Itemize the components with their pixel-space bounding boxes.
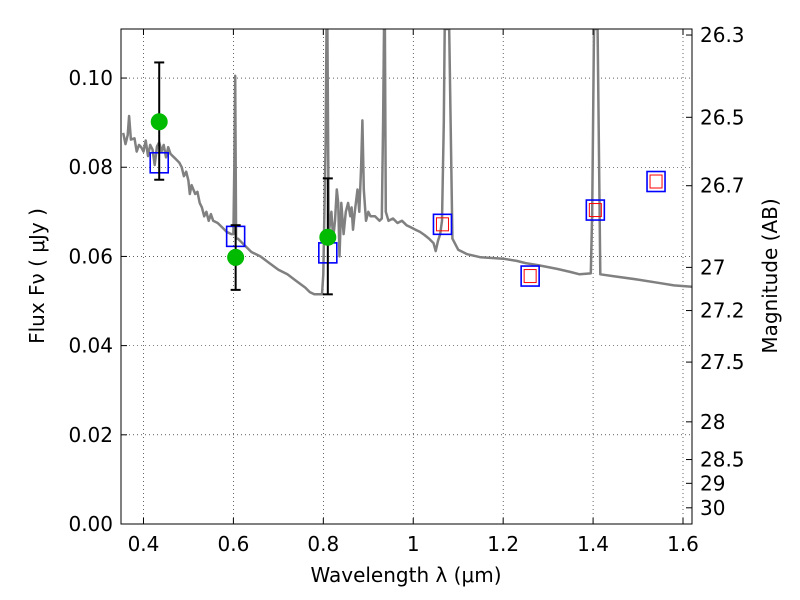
- y-tick-label: 0.06: [68, 244, 113, 268]
- mag-tick-label: 27.5: [700, 350, 745, 374]
- grid: [121, 29, 692, 524]
- plot-series: [121, 29, 692, 296]
- inner-marker-point: [523, 269, 537, 284]
- model-photometry-point: [646, 170, 666, 193]
- x-tick-label: 1: [407, 532, 420, 556]
- plot-area: [121, 29, 692, 524]
- mag-tick-label: 26.5: [700, 105, 745, 129]
- y-tick-label: 0.04: [68, 334, 113, 358]
- model-photometry-point: [585, 199, 606, 221]
- mag-tick-label: 27.2: [700, 299, 745, 323]
- x-tick-label: 0.8: [307, 532, 339, 556]
- series-group: [121, 29, 692, 296]
- y-axis-label: Flux Fν ( μJy ): [25, 208, 49, 344]
- axis-ticks: 0.4 0.6 0.8 1 1.2 1.4 1.6 0.00 0.02 0.04 0.06 0.08 0…: [68, 23, 744, 556]
- observed-photometry-point: [150, 113, 168, 131]
- x-tick-label: 1.6: [667, 532, 699, 556]
- y-axis-right-label: Magnitude (AB): [758, 198, 782, 353]
- observed-photometry-point: [319, 228, 337, 246]
- x-tick-label: 1.4: [577, 532, 609, 556]
- x-tick-label: 0.6: [217, 532, 249, 556]
- mag-tick-label: 26.7: [700, 174, 745, 198]
- inner-marker-point: [435, 217, 449, 232]
- plot-frame: [120, 28, 693, 525]
- mag-tick-label: 28: [700, 410, 725, 434]
- y-tick-label: 0.10: [68, 66, 113, 90]
- y-tick-label: 0.00: [68, 512, 113, 536]
- x-tick-label: 1.2: [487, 532, 519, 556]
- mag-tick-label: 27: [700, 255, 725, 279]
- model-photometry-point: [520, 265, 540, 287]
- observed-photometry-point: [227, 248, 245, 266]
- mag-tick-label: 29: [700, 471, 725, 495]
- inner-marker-point: [588, 203, 602, 218]
- mag-tick-label: 26.3: [700, 23, 745, 47]
- model-photometry-point: [432, 213, 453, 236]
- mag-tick-label: 28.5: [700, 448, 745, 472]
- inner-marker-point: [649, 174, 663, 189]
- y-tick-label: 0.02: [68, 423, 113, 447]
- y-tick-label: 0.08: [68, 155, 113, 179]
- x-tick-label: 0.4: [128, 532, 160, 556]
- x-axis-label: Wavelength λ (μm): [310, 563, 501, 587]
- mag-tick-label: 30: [700, 496, 725, 520]
